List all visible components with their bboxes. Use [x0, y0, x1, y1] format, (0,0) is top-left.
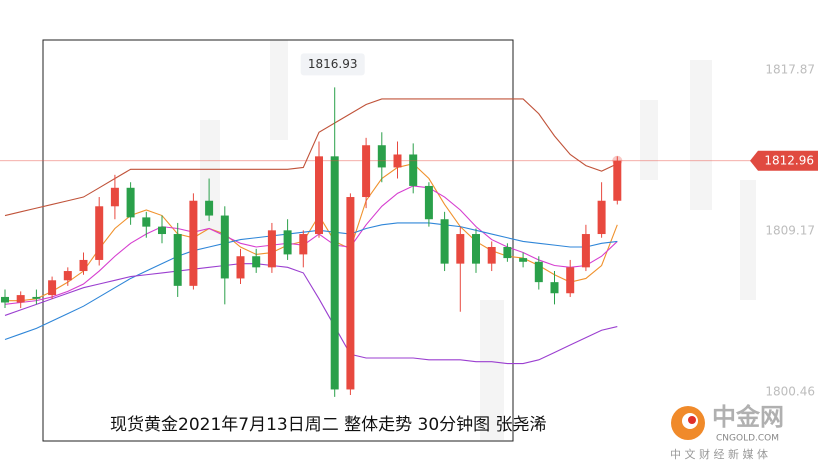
candle-body	[110, 187, 119, 207]
candle-body	[236, 256, 245, 279]
candle-body	[472, 234, 480, 264]
candle-body	[267, 230, 276, 268]
candle-body	[456, 234, 465, 264]
logo-site: CNGOLD.COM	[716, 434, 779, 444]
y-tick-label: 1809.17	[765, 223, 815, 237]
bg-block	[740, 180, 756, 300]
bg-block	[270, 40, 288, 140]
indicator-line	[5, 163, 618, 302]
caption: 现货黄金2021年7月13日周二 整体走势 30分钟图 张尧浠	[110, 415, 547, 435]
plot: 1800.46 1809.17 1817.87 1812.96 1816.93	[0, 53, 818, 399]
candle-body	[613, 160, 622, 201]
candle-body	[1, 296, 9, 303]
background-pattern	[200, 40, 756, 440]
candle-body	[487, 246, 496, 264]
y-tick-label: 1800.46	[765, 385, 815, 399]
candle-body	[299, 234, 308, 255]
candle-body	[79, 259, 88, 272]
candle-body	[503, 246, 512, 259]
high-tag	[300, 53, 365, 76]
candle-body	[63, 271, 72, 281]
candle-body	[581, 234, 590, 268]
candle-body	[220, 215, 229, 279]
y-tick-label: 1817.87	[765, 62, 815, 76]
candle-body	[330, 156, 339, 390]
candle-body	[550, 282, 559, 294]
candle-body	[424, 185, 433, 220]
last-price-tag	[750, 150, 818, 171]
bg-block	[480, 300, 504, 440]
logo-name: 中金网	[712, 403, 784, 431]
indicator-line	[4, 263, 618, 365]
candle-body	[283, 230, 292, 255]
candle-body	[252, 256, 261, 268]
candle-body	[440, 219, 449, 264]
candle-body	[32, 296, 41, 299]
indicator-line	[4, 98, 618, 217]
last-price-glow	[612, 155, 623, 166]
high-label: 1816.93	[308, 57, 358, 71]
logo-slogan: 中 文 财 经 新 媒 体	[670, 447, 768, 461]
candle-body	[158, 226, 166, 235]
bg-block	[640, 100, 658, 180]
candle-body	[377, 145, 386, 168]
candle-body	[126, 187, 135, 218]
candle-body	[16, 295, 25, 303]
logo-icon-dot	[688, 416, 696, 424]
bg-block	[690, 60, 712, 210]
indicator-line	[4, 222, 618, 341]
candle-body	[534, 261, 543, 283]
candle-body	[48, 280, 57, 296]
candle-body	[362, 145, 371, 198]
candle-body	[205, 200, 214, 216]
bg-block	[200, 120, 220, 240]
candle-body	[519, 258, 528, 262]
candle-body	[142, 217, 151, 227]
candle-body	[315, 156, 323, 235]
candle-body	[189, 200, 198, 286]
frame-box	[42, 39, 514, 442]
logo: 中金网 CNGOLD.COM 中 文 财 经 新 媒 体	[670, 403, 784, 461]
last-price-label: 1812.96	[764, 153, 814, 167]
indicator-line	[4, 185, 618, 305]
candle-body	[566, 267, 575, 294]
candle-body	[95, 206, 104, 260]
candle-body	[346, 197, 355, 390]
candle-body	[409, 154, 418, 186]
candle-body	[173, 234, 182, 286]
candle-body	[597, 200, 606, 235]
